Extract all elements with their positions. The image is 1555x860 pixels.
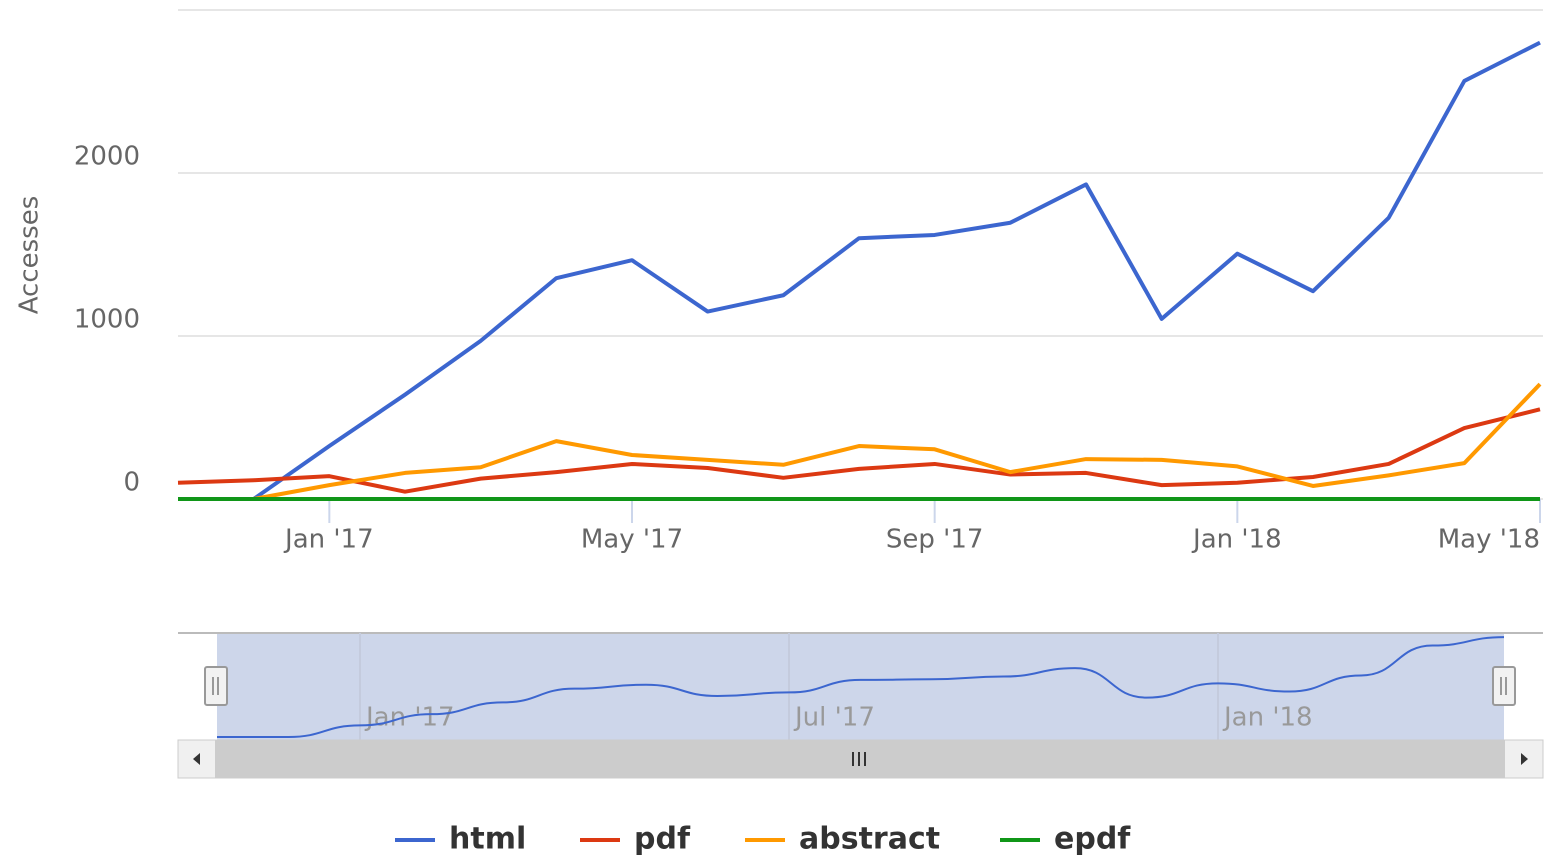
series-line — [178, 40, 1541, 501]
main-plot: 0 1000 2000 Jan '17 May '17 Sep '17 Jan '18 May… — [74, 9, 1543, 555]
scrollbar — [177, 739, 1544, 779]
y-tick-label: 1000 — [74, 305, 140, 335]
x-tick-label: Jan '17 — [283, 525, 374, 555]
navigator-tick-label: Jan '17 — [364, 703, 455, 733]
legend-label[interactable]: epdf — [1054, 822, 1131, 857]
series-line — [178, 382, 1542, 501]
x-tick-label: May '17 — [581, 525, 683, 555]
scrollbar-grip — [852, 752, 866, 766]
navigator: Jan '17 Jul '17 Jan '18 — [178, 632, 1543, 740]
legend-label[interactable]: abstract — [799, 822, 940, 857]
navigator-tick-label: Jan '18 — [1222, 703, 1313, 733]
series-line — [177, 407, 1541, 494]
y-tick-label: 2000 — [74, 142, 140, 172]
navigator-tick-label: Jul '17 — [793, 703, 875, 733]
scroll-left-arrow[interactable] — [193, 753, 200, 765]
scroll-right-arrow[interactable] — [1521, 753, 1528, 765]
navigator-handle[interactable] — [204, 666, 228, 706]
navigator-mask — [217, 633, 1504, 740]
legend-label[interactable]: html — [449, 822, 526, 857]
navigator-series — [217, 636, 1505, 739]
x-tick-label: May '18 — [1438, 525, 1540, 555]
x-tick-label: Jan '18 — [1191, 525, 1282, 555]
y-axis-title: Accesses — [15, 196, 45, 315]
navigator-handle[interactable] — [1492, 666, 1516, 706]
y-tick-label: 0 — [123, 468, 140, 498]
legend-label[interactable]: pdf — [634, 822, 691, 857]
x-tick-label: Sep '17 — [886, 525, 984, 555]
